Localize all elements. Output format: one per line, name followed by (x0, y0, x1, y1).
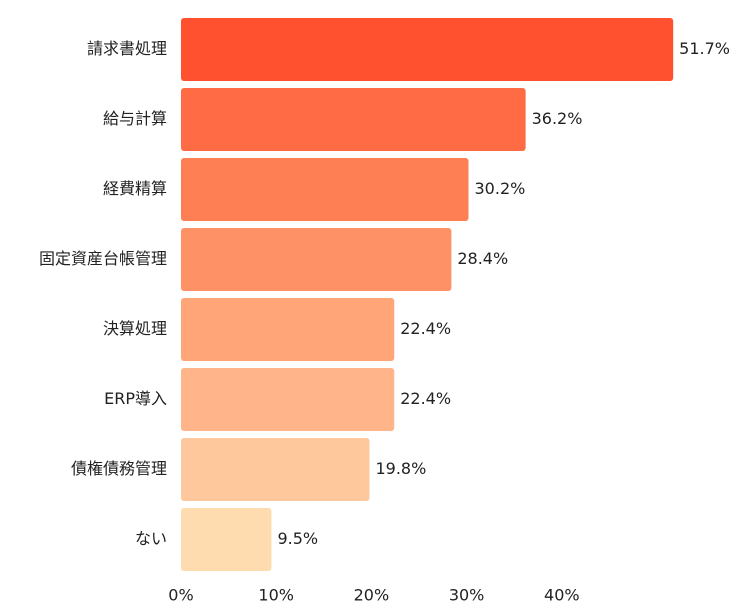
value-labels: 51.7% 36.2% 30.2% 28.4% 22.4% 22.4% 19.8% 9.5% (277, 39, 730, 548)
bar-1 (181, 88, 526, 151)
x-tick-label: 40% (544, 586, 580, 605)
x-tick-label: 0% (168, 586, 193, 605)
value-label: 22.4% (400, 319, 451, 338)
category-label: 給与計算 (103, 109, 167, 128)
x-tick-label: 30% (449, 586, 485, 605)
category-label: 経費精算 (103, 179, 167, 198)
bar-3 (181, 228, 452, 291)
category-label: ない (135, 529, 167, 548)
x-tick-label: 20% (354, 586, 390, 605)
value-label: 36.2% (532, 109, 583, 128)
bar-2 (181, 158, 469, 221)
value-label: 30.2% (475, 179, 526, 198)
category-label: 固定資産台帳管理 (39, 249, 167, 268)
bar-6 (181, 438, 370, 501)
category-label: 債権債務管理 (71, 459, 167, 478)
bar-5 (181, 368, 395, 431)
bar-4 (181, 298, 395, 361)
bar-0 (181, 18, 674, 81)
x-axis-tick-labels: 0% 10% 20% 30% 40% (168, 586, 579, 605)
value-label: 28.4% (457, 249, 508, 268)
value-label: 19.8% (375, 459, 426, 478)
value-label: 9.5% (277, 529, 318, 548)
category-label: ERP導入 (104, 389, 167, 408)
x-tick-label: 10% (258, 586, 294, 605)
value-label: 51.7% (679, 39, 730, 58)
bar-7 (181, 508, 272, 571)
category-label: 決算処理 (103, 319, 167, 338)
category-label: 請求書処理 (87, 39, 167, 58)
value-label: 22.4% (400, 389, 451, 408)
bars-layer (181, 18, 674, 571)
